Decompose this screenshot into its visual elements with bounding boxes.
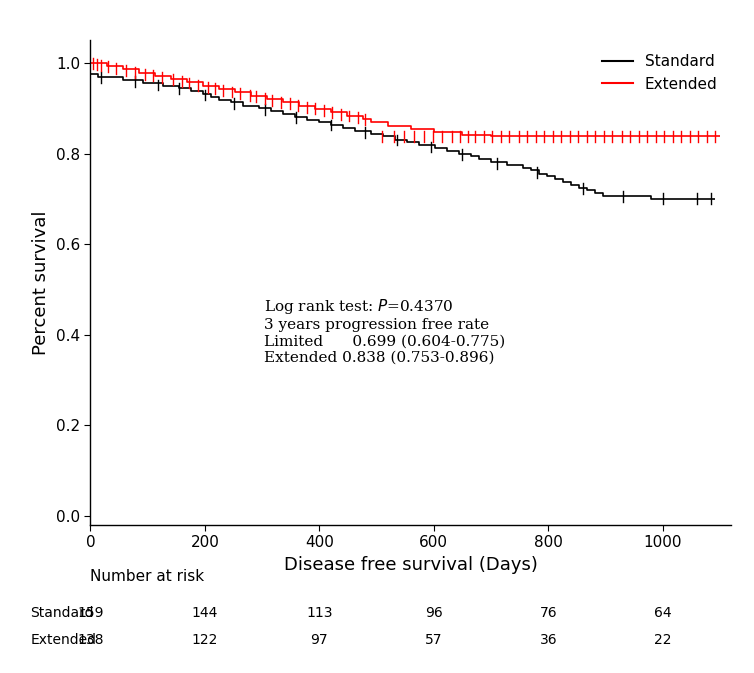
- Text: 97: 97: [311, 633, 328, 647]
- X-axis label: Disease free survival (Days): Disease free survival (Days): [284, 556, 538, 574]
- Text: Log rank test: $P$=0.4370
3 years progression free rate
Limited      0.699 (0.60: Log rank test: $P$=0.4370 3 years progre…: [264, 297, 504, 365]
- Text: 64: 64: [654, 606, 672, 620]
- Text: Standard: Standard: [30, 606, 93, 620]
- Text: 22: 22: [654, 633, 672, 647]
- Text: 76: 76: [539, 606, 557, 620]
- Text: 57: 57: [425, 633, 443, 647]
- Text: 144: 144: [192, 606, 218, 620]
- Text: 113: 113: [306, 606, 333, 620]
- Text: 96: 96: [425, 606, 443, 620]
- Text: Number at risk: Number at risk: [90, 569, 204, 583]
- Text: Extended: Extended: [30, 633, 97, 647]
- Text: 138: 138: [77, 633, 104, 647]
- Text: 122: 122: [192, 633, 218, 647]
- Y-axis label: Percent survival: Percent survival: [32, 211, 51, 355]
- Legend: Standard, Extended: Standard, Extended: [596, 48, 724, 98]
- Text: 36: 36: [539, 633, 557, 647]
- Text: 159: 159: [77, 606, 104, 620]
